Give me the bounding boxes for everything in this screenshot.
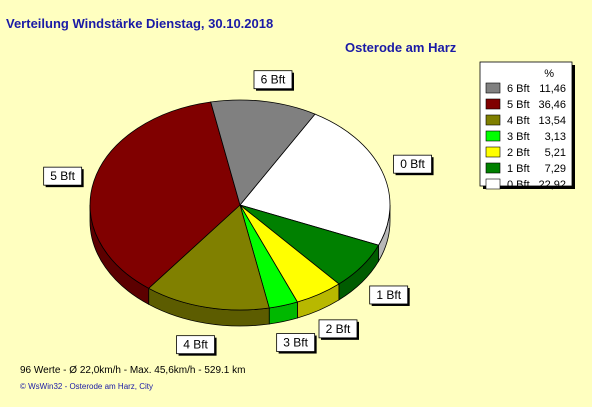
legend-value-0-bft: 22,92 — [538, 179, 566, 191]
legend-swatch-3-bft — [485, 130, 501, 142]
pie-label-5-bft: 5 Bft — [50, 169, 75, 183]
chart-title: Verteilung Windstärke Dienstag, 30.10.20… — [6, 16, 273, 31]
pie-label-0-bft: 0 Bft — [400, 157, 425, 171]
chart-subtitle: Osterode am Harz — [345, 40, 457, 55]
legend-value-3-bft: 3,13 — [545, 131, 566, 143]
pie-label-box — [369, 285, 409, 305]
legend-label-5-bft: 5 Bft — [507, 99, 530, 111]
legend-label-4-bft: 4 Bft — [507, 115, 530, 127]
legend-label-2-bft: 2 Bft — [507, 147, 530, 159]
legend-value-6-bft: 11,46 — [539, 83, 566, 95]
pie-slice-4-bft — [147, 204, 270, 311]
pie-label-box — [393, 154, 432, 174]
pie-slice-5-bft — [89, 101, 241, 289]
pie-labels: 0 Bft 1 Bft 2 Bft 3 Bft 4 Bft 5 Bft 6 Bft — [43, 70, 434, 356]
legend-swatch-5-bft — [485, 98, 501, 110]
pie-slices — [89, 99, 391, 311]
legend-swatch-0-bft — [485, 178, 501, 190]
legend-swatch-2-bft — [485, 146, 501, 158]
legend-swatch-6-bft — [485, 82, 501, 94]
legend-value-2-bft: 5,21 — [545, 147, 566, 159]
pie-label-box — [176, 335, 215, 355]
pie-slice-6-bft — [210, 99, 316, 206]
legend-value-4-bft: 13,54 — [538, 115, 566, 127]
legend-header: % — [544, 68, 554, 80]
pie-slice-0-bft — [239, 113, 391, 246]
copyright-note: © WsWin32 - Osterode am Harz, City — [20, 382, 153, 391]
legend-swatch-1-bft — [485, 162, 501, 174]
legend-label-0-bft: 0 Bft — [507, 179, 530, 191]
pie-label-2-bft: 2 Bft — [326, 322, 351, 336]
legend: % 6 Bft 11,46 5 Bft 36,46 4 Bft 13,54 3 Bft 3,13… — [479, 61, 575, 191]
pie-label-1-bft: 1 Bft — [376, 288, 401, 302]
legend-label-1-bft: 1 Bft — [507, 163, 530, 175]
legend-label-3-bft: 3 Bft — [507, 131, 530, 143]
pie-label-box — [318, 319, 358, 339]
legend-label-6-bft: 6 Bft — [507, 83, 530, 95]
legend-value-1-bft: 7,29 — [545, 163, 566, 175]
pie-label-4-bft: 4 Bft — [183, 338, 208, 352]
pie-label-3-bft: 3 Bft — [283, 336, 308, 350]
pie-label-box — [253, 70, 293, 90]
footer-stats: 96 Werte - Ø 22,0km/h - Max. 45,6km/h - … — [20, 365, 245, 376]
pie-label-box — [276, 333, 316, 352]
legend-swatch-4-bft — [485, 114, 501, 126]
pie-label-box — [43, 166, 83, 186]
pie-label-6-bft: 6 Bft — [261, 73, 286, 87]
legend-value-5-bft: 36,46 — [538, 99, 566, 111]
